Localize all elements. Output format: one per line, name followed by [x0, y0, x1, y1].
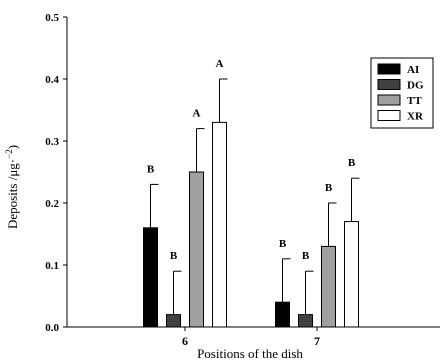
legend-label-xr: XR: [407, 111, 424, 123]
significance-label: B: [147, 163, 155, 175]
bar-ai: [143, 227, 158, 328]
bar-xr: [344, 221, 359, 328]
x-tick-label: 7: [314, 334, 320, 348]
bars: B B A A B B B B: [143, 58, 360, 328]
bar-dg: [298, 314, 313, 328]
legend-swatch-dg: [377, 79, 401, 90]
axes: [66, 17, 440, 328]
significance-label: B: [325, 182, 333, 194]
x-tick-label: 6: [182, 334, 188, 348]
significance-label: A: [216, 58, 224, 70]
legend-swatch-tt: [377, 94, 401, 106]
legend-label-ai: AI: [407, 64, 419, 76]
bar-dg: [166, 314, 181, 328]
legend-swatch-ai: [377, 63, 401, 75]
y-axis-title-exponent: −2: [4, 149, 14, 159]
y-axis-ticks: 0.0 0.1 0.2 0.3 0.4 0.5: [45, 12, 67, 334]
y-tick-label: 0.1: [45, 260, 59, 272]
y-tick-label: 0.4: [45, 74, 59, 86]
significance-label: B: [279, 238, 287, 250]
x-axis-title: Positions of the dish: [197, 346, 303, 361]
y-tick-label: 0.0: [45, 322, 59, 334]
y-axis-title-close: ): [5, 145, 20, 149]
bar-tt: [321, 245, 336, 328]
bar-ai: [275, 301, 290, 328]
legend: AI DG TT XR: [370, 57, 434, 129]
bar-tt: [189, 171, 204, 328]
y-tick-label: 0.3: [45, 136, 59, 148]
y-axis-title: Deposits /μg·−2): [4, 145, 20, 229]
significance-label: A: [193, 108, 201, 120]
significance-label: B: [170, 250, 178, 262]
y-axis-title-text: Deposits /μg·: [5, 159, 20, 229]
legend-label-dg: DG: [407, 80, 424, 92]
legend-swatch-xr: [377, 110, 401, 121]
significance-label: B: [348, 157, 356, 169]
bar-xr: [212, 121, 227, 328]
legend-label-tt: TT: [407, 95, 422, 107]
y-tick-label: 0.5: [45, 12, 59, 24]
significance-label: B: [302, 250, 310, 262]
y-tick-label: 0.2: [45, 198, 59, 210]
